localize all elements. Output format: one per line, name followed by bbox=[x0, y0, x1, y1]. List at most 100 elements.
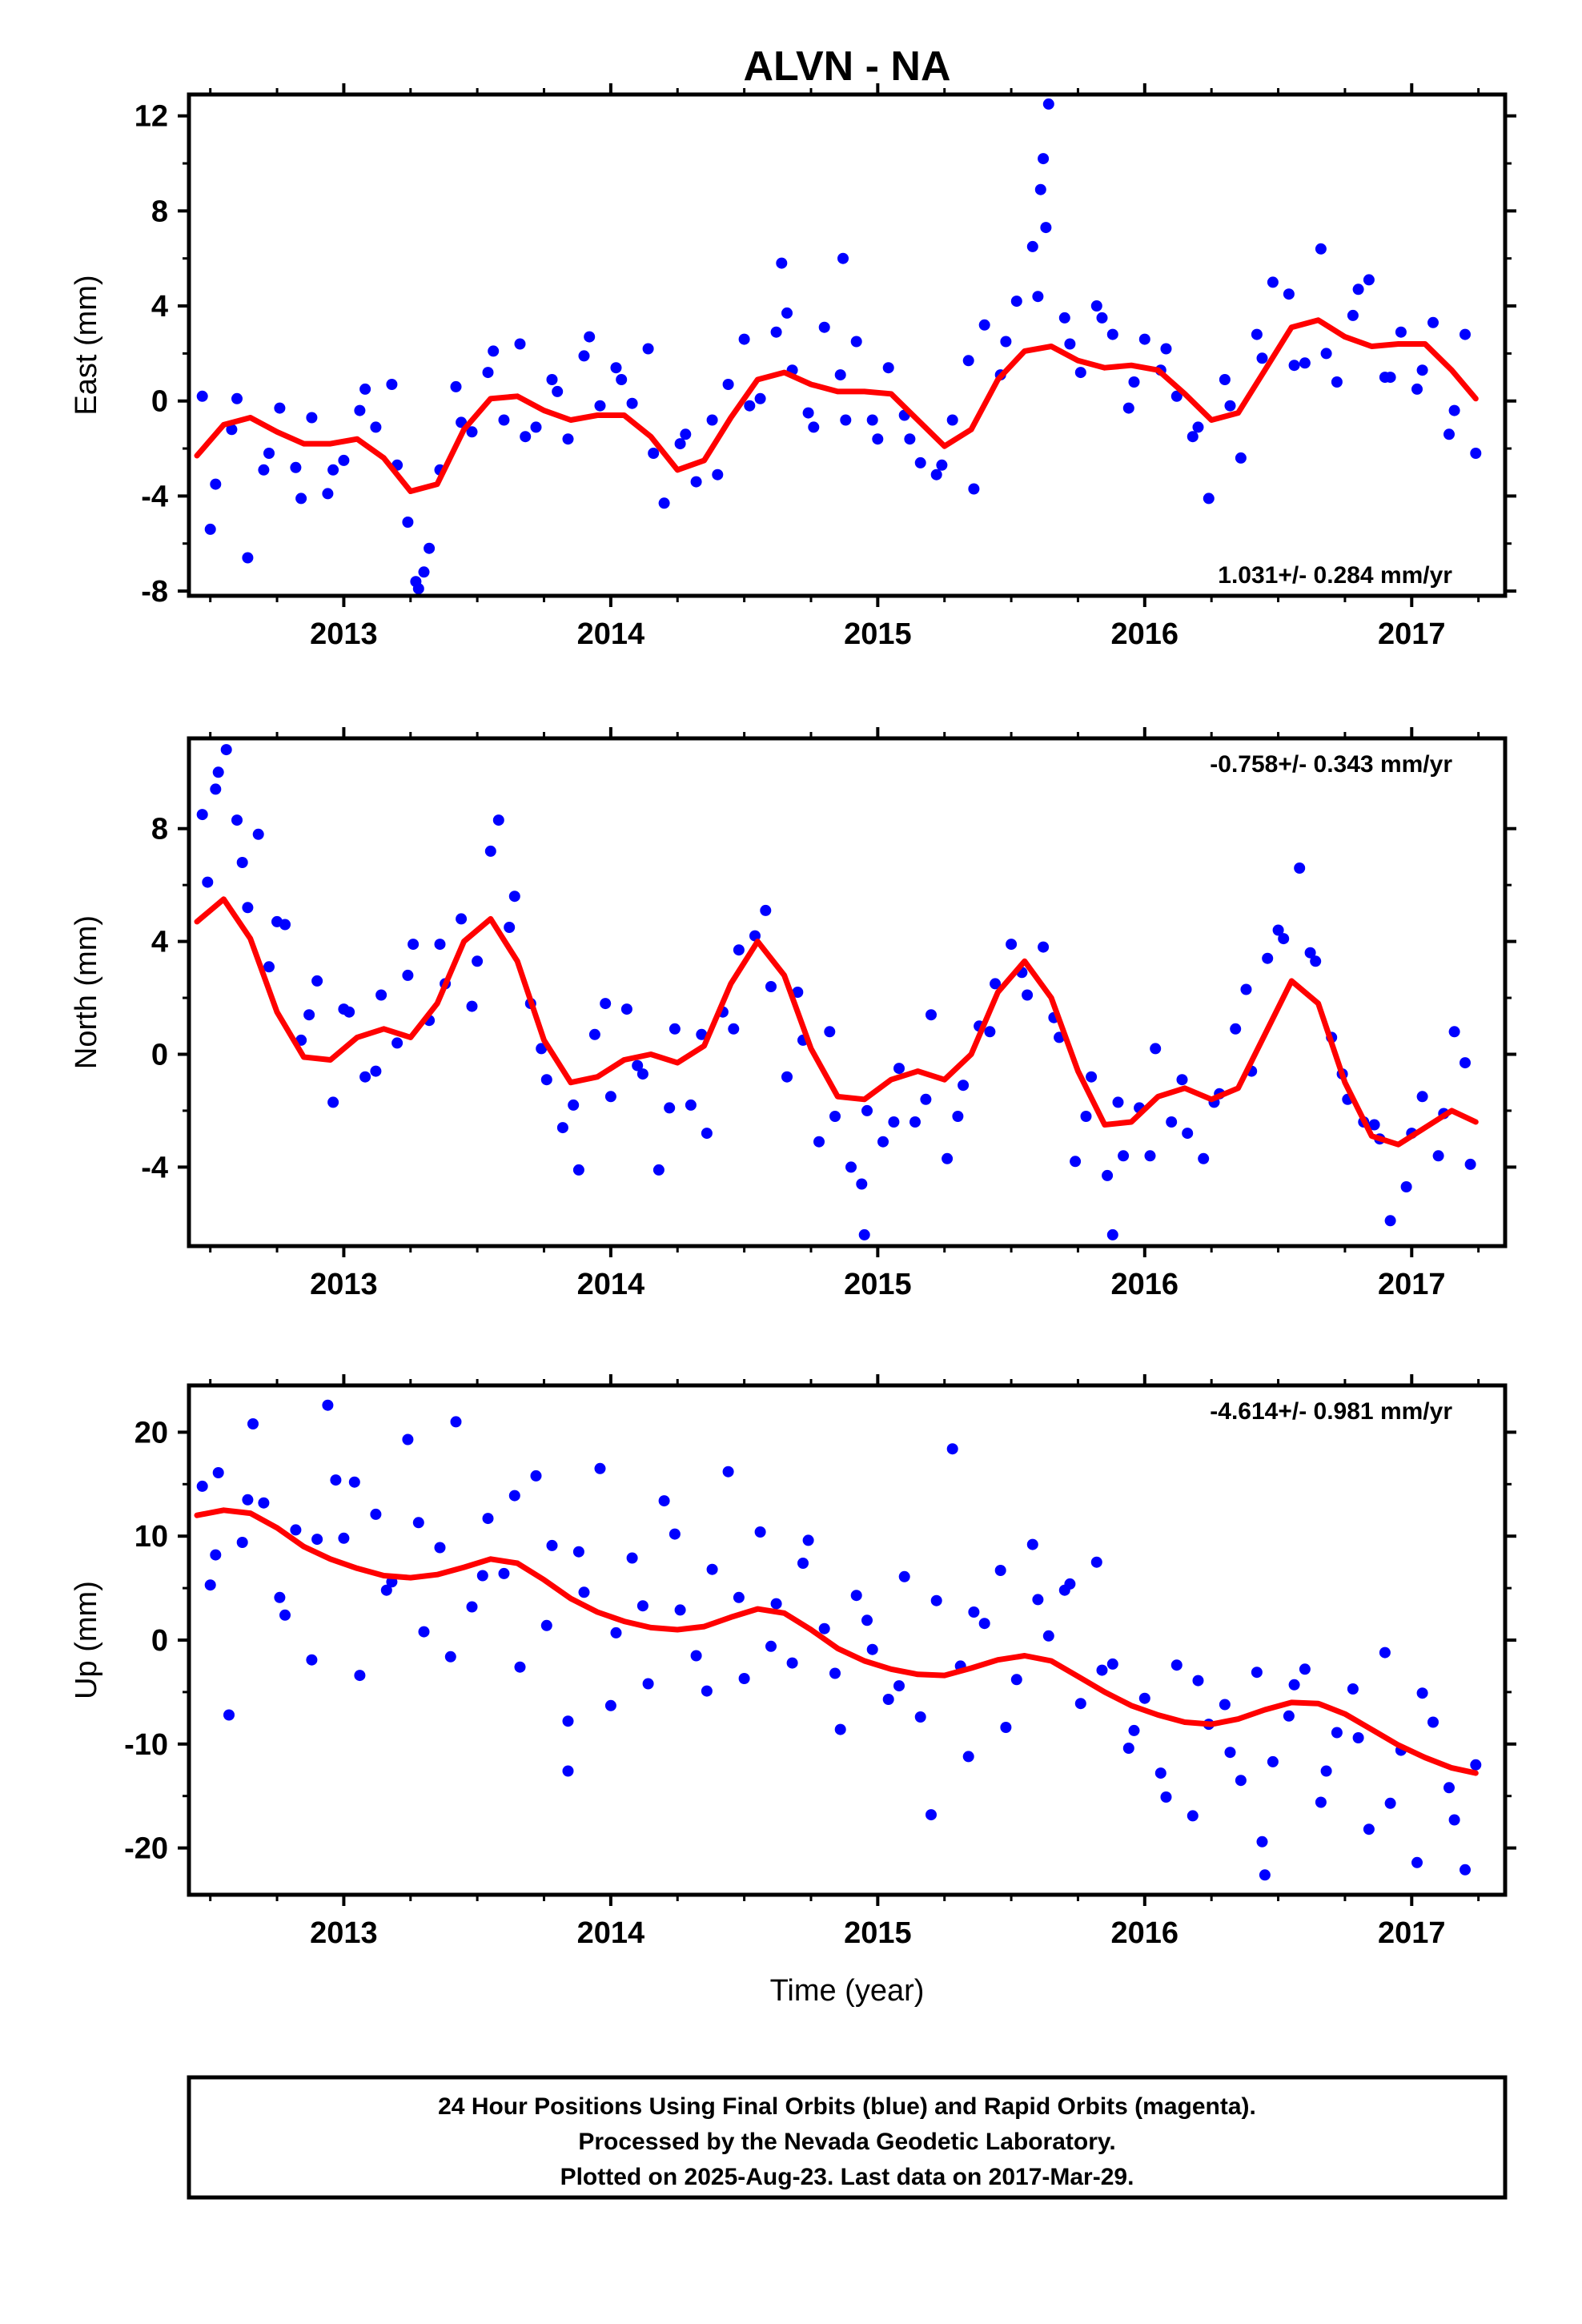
east-data-point bbox=[1090, 300, 1102, 312]
up-data-point bbox=[338, 1532, 350, 1544]
up-data-point bbox=[562, 1715, 574, 1727]
east-data-point bbox=[834, 369, 846, 381]
north-data-point bbox=[1176, 1074, 1188, 1086]
footer-line-3: Plotted on 2025-Aug-23. Last data on 201… bbox=[560, 2164, 1134, 2190]
up-data-point bbox=[258, 1497, 270, 1509]
up-data-point bbox=[212, 1467, 224, 1478]
east-data-point bbox=[386, 379, 398, 390]
east-data-point bbox=[450, 380, 462, 392]
east-data-point bbox=[418, 566, 430, 578]
east-data-point bbox=[648, 448, 660, 459]
north-data-point bbox=[781, 1071, 793, 1083]
east-data-point bbox=[231, 392, 243, 404]
east-x-tick-label: 2015 bbox=[844, 617, 912, 651]
east-data-point bbox=[914, 456, 926, 468]
up-data-point bbox=[1315, 1796, 1327, 1808]
east-rate-label: 1.031+/- 0.284 mm/yr bbox=[1218, 562, 1452, 589]
north-data-point bbox=[696, 1028, 708, 1040]
north-data-point bbox=[1416, 1091, 1428, 1103]
up-data-point bbox=[402, 1433, 414, 1445]
chart-title: ALVN - NA bbox=[743, 43, 950, 90]
north-y-tick-label: 8 bbox=[151, 813, 168, 846]
north-data-point bbox=[508, 891, 520, 903]
north-data-point bbox=[990, 978, 1002, 990]
up-data-point bbox=[354, 1670, 366, 1682]
east-data-point bbox=[274, 402, 286, 414]
up-data-point bbox=[658, 1495, 670, 1507]
east-data-point bbox=[1128, 376, 1140, 388]
up-data-point bbox=[1106, 1658, 1118, 1670]
east-data-point bbox=[1040, 222, 1052, 234]
east-data-point bbox=[1074, 367, 1086, 379]
north-data-point bbox=[1230, 1023, 1242, 1035]
up-data-point bbox=[733, 1591, 745, 1603]
east-data-point bbox=[840, 414, 852, 426]
up-data-point bbox=[1331, 1727, 1343, 1739]
north-data-point bbox=[196, 809, 208, 821]
east-data-point bbox=[770, 326, 782, 338]
up-data-point bbox=[1096, 1664, 1108, 1676]
east-data-point bbox=[904, 433, 916, 445]
north-y-tick-label: 4 bbox=[151, 926, 168, 959]
east-data-point bbox=[263, 448, 275, 459]
up-y-tick-label: 20 bbox=[135, 1416, 168, 1449]
up-data-point bbox=[1064, 1578, 1076, 1590]
north-data-point bbox=[1432, 1150, 1444, 1162]
up-data-point bbox=[1128, 1724, 1140, 1736]
east-data-point bbox=[498, 414, 510, 426]
north-data-point bbox=[620, 1003, 632, 1015]
up-data-point bbox=[1384, 1797, 1396, 1809]
footer-line-2: Processed by the Nevada Geodetic Laborat… bbox=[578, 2129, 1115, 2155]
north-data-point bbox=[359, 1071, 371, 1083]
east-data-point bbox=[1034, 183, 1046, 195]
up-data-point bbox=[1283, 1710, 1295, 1722]
up-data-point bbox=[829, 1667, 841, 1679]
north-data-point bbox=[765, 981, 777, 992]
north-data-point bbox=[920, 1093, 932, 1105]
up-data-point bbox=[1042, 1630, 1054, 1642]
east-data-point bbox=[295, 493, 307, 505]
north-data-point bbox=[1400, 1181, 1412, 1192]
north-data-point bbox=[1278, 933, 1290, 945]
east-data-point bbox=[1058, 312, 1070, 324]
north-data-point bbox=[568, 1099, 580, 1111]
east-data-point bbox=[1460, 328, 1471, 340]
east-data-point bbox=[776, 257, 788, 269]
up-data-point bbox=[642, 1678, 654, 1690]
up-data-point bbox=[1416, 1687, 1428, 1699]
east-data-point bbox=[1331, 376, 1343, 388]
up-data-point bbox=[604, 1699, 616, 1711]
north-data-point bbox=[212, 766, 224, 778]
up-data-point bbox=[1219, 1699, 1231, 1711]
up-data-point bbox=[1122, 1743, 1134, 1754]
north-data-point bbox=[1310, 955, 1322, 967]
up-data-point bbox=[690, 1650, 702, 1662]
east-x-tick-label: 2014 bbox=[577, 617, 645, 651]
up-y-tick-label: -20 bbox=[124, 1832, 168, 1866]
east-data-point bbox=[1395, 326, 1407, 338]
up-data-point bbox=[434, 1542, 446, 1554]
east-data-point bbox=[1299, 357, 1311, 369]
east-data-point bbox=[626, 397, 638, 409]
east-data-point bbox=[1160, 343, 1172, 355]
east-data-point bbox=[930, 468, 942, 480]
north-x-tick-label: 2017 bbox=[1378, 1268, 1446, 1301]
up-data-point bbox=[1299, 1663, 1311, 1675]
up-data-point bbox=[418, 1626, 430, 1638]
north-data-point bbox=[1182, 1128, 1194, 1140]
east-data-point bbox=[1251, 328, 1263, 340]
north-ticks: -4 0 4 8 2013 2014 2015 2016 2017 bbox=[141, 727, 1516, 1301]
up-rate-label: -4.614+/- 0.981 mm/yr bbox=[1210, 1398, 1452, 1425]
east-data-point bbox=[546, 374, 558, 385]
east-y-tick-label: 8 bbox=[151, 195, 168, 228]
up-data-point bbox=[444, 1651, 456, 1663]
up-data-point bbox=[1010, 1674, 1022, 1686]
north-x-tick-label: 2013 bbox=[310, 1268, 378, 1301]
up-data-point bbox=[1090, 1556, 1102, 1568]
north-data-point bbox=[856, 1178, 868, 1190]
up-data-point bbox=[861, 1614, 873, 1626]
east-data-point bbox=[1032, 291, 1044, 303]
up-data-point bbox=[797, 1558, 809, 1569]
north-data-point bbox=[484, 845, 496, 857]
north-data-point bbox=[1240, 983, 1252, 995]
